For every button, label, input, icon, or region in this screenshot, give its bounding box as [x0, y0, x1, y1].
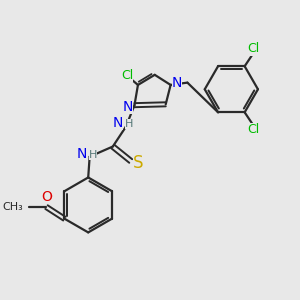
Text: O: O: [41, 190, 52, 204]
Text: N: N: [76, 147, 87, 161]
Text: Cl: Cl: [247, 42, 260, 56]
Text: Cl: Cl: [247, 123, 260, 136]
Text: H: H: [89, 150, 97, 160]
Text: N: N: [172, 76, 182, 91]
Text: N: N: [123, 100, 133, 114]
Text: Cl: Cl: [121, 69, 133, 82]
Text: H: H: [125, 119, 134, 129]
Text: N: N: [112, 116, 123, 130]
Text: S: S: [133, 154, 143, 172]
Text: CH₃: CH₃: [3, 202, 23, 212]
Text: O: O: [41, 190, 52, 204]
